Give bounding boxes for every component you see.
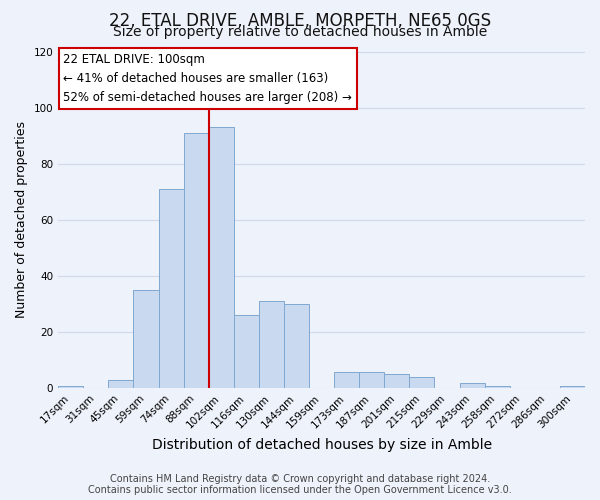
Text: Contains HM Land Registry data © Crown copyright and database right 2024.: Contains HM Land Registry data © Crown c… [110, 474, 490, 484]
Bar [234, 316, 259, 388]
Y-axis label: Number of detached properties: Number of detached properties [15, 122, 28, 318]
Bar [58, 386, 83, 388]
Bar [184, 133, 209, 388]
Bar [409, 377, 434, 388]
Bar [259, 302, 284, 388]
Bar [359, 372, 385, 388]
Bar [158, 189, 184, 388]
Bar [334, 372, 359, 388]
Text: Contains public sector information licensed under the Open Government Licence v3: Contains public sector information licen… [88, 485, 512, 495]
Text: 22 ETAL DRIVE: 100sqm
← 41% of detached houses are smaller (163)
52% of semi-det: 22 ETAL DRIVE: 100sqm ← 41% of detached … [64, 53, 352, 104]
Bar [133, 290, 158, 388]
Text: 22, ETAL DRIVE, AMBLE, MORPETH, NE65 0GS: 22, ETAL DRIVE, AMBLE, MORPETH, NE65 0GS [109, 12, 491, 30]
Text: Size of property relative to detached houses in Amble: Size of property relative to detached ho… [113, 25, 487, 39]
Bar [485, 386, 510, 388]
Bar [284, 304, 309, 388]
Bar [209, 128, 234, 388]
Bar [385, 374, 409, 388]
X-axis label: Distribution of detached houses by size in Amble: Distribution of detached houses by size … [152, 438, 491, 452]
Bar [460, 383, 485, 388]
Bar [109, 380, 133, 388]
Bar [560, 386, 585, 388]
